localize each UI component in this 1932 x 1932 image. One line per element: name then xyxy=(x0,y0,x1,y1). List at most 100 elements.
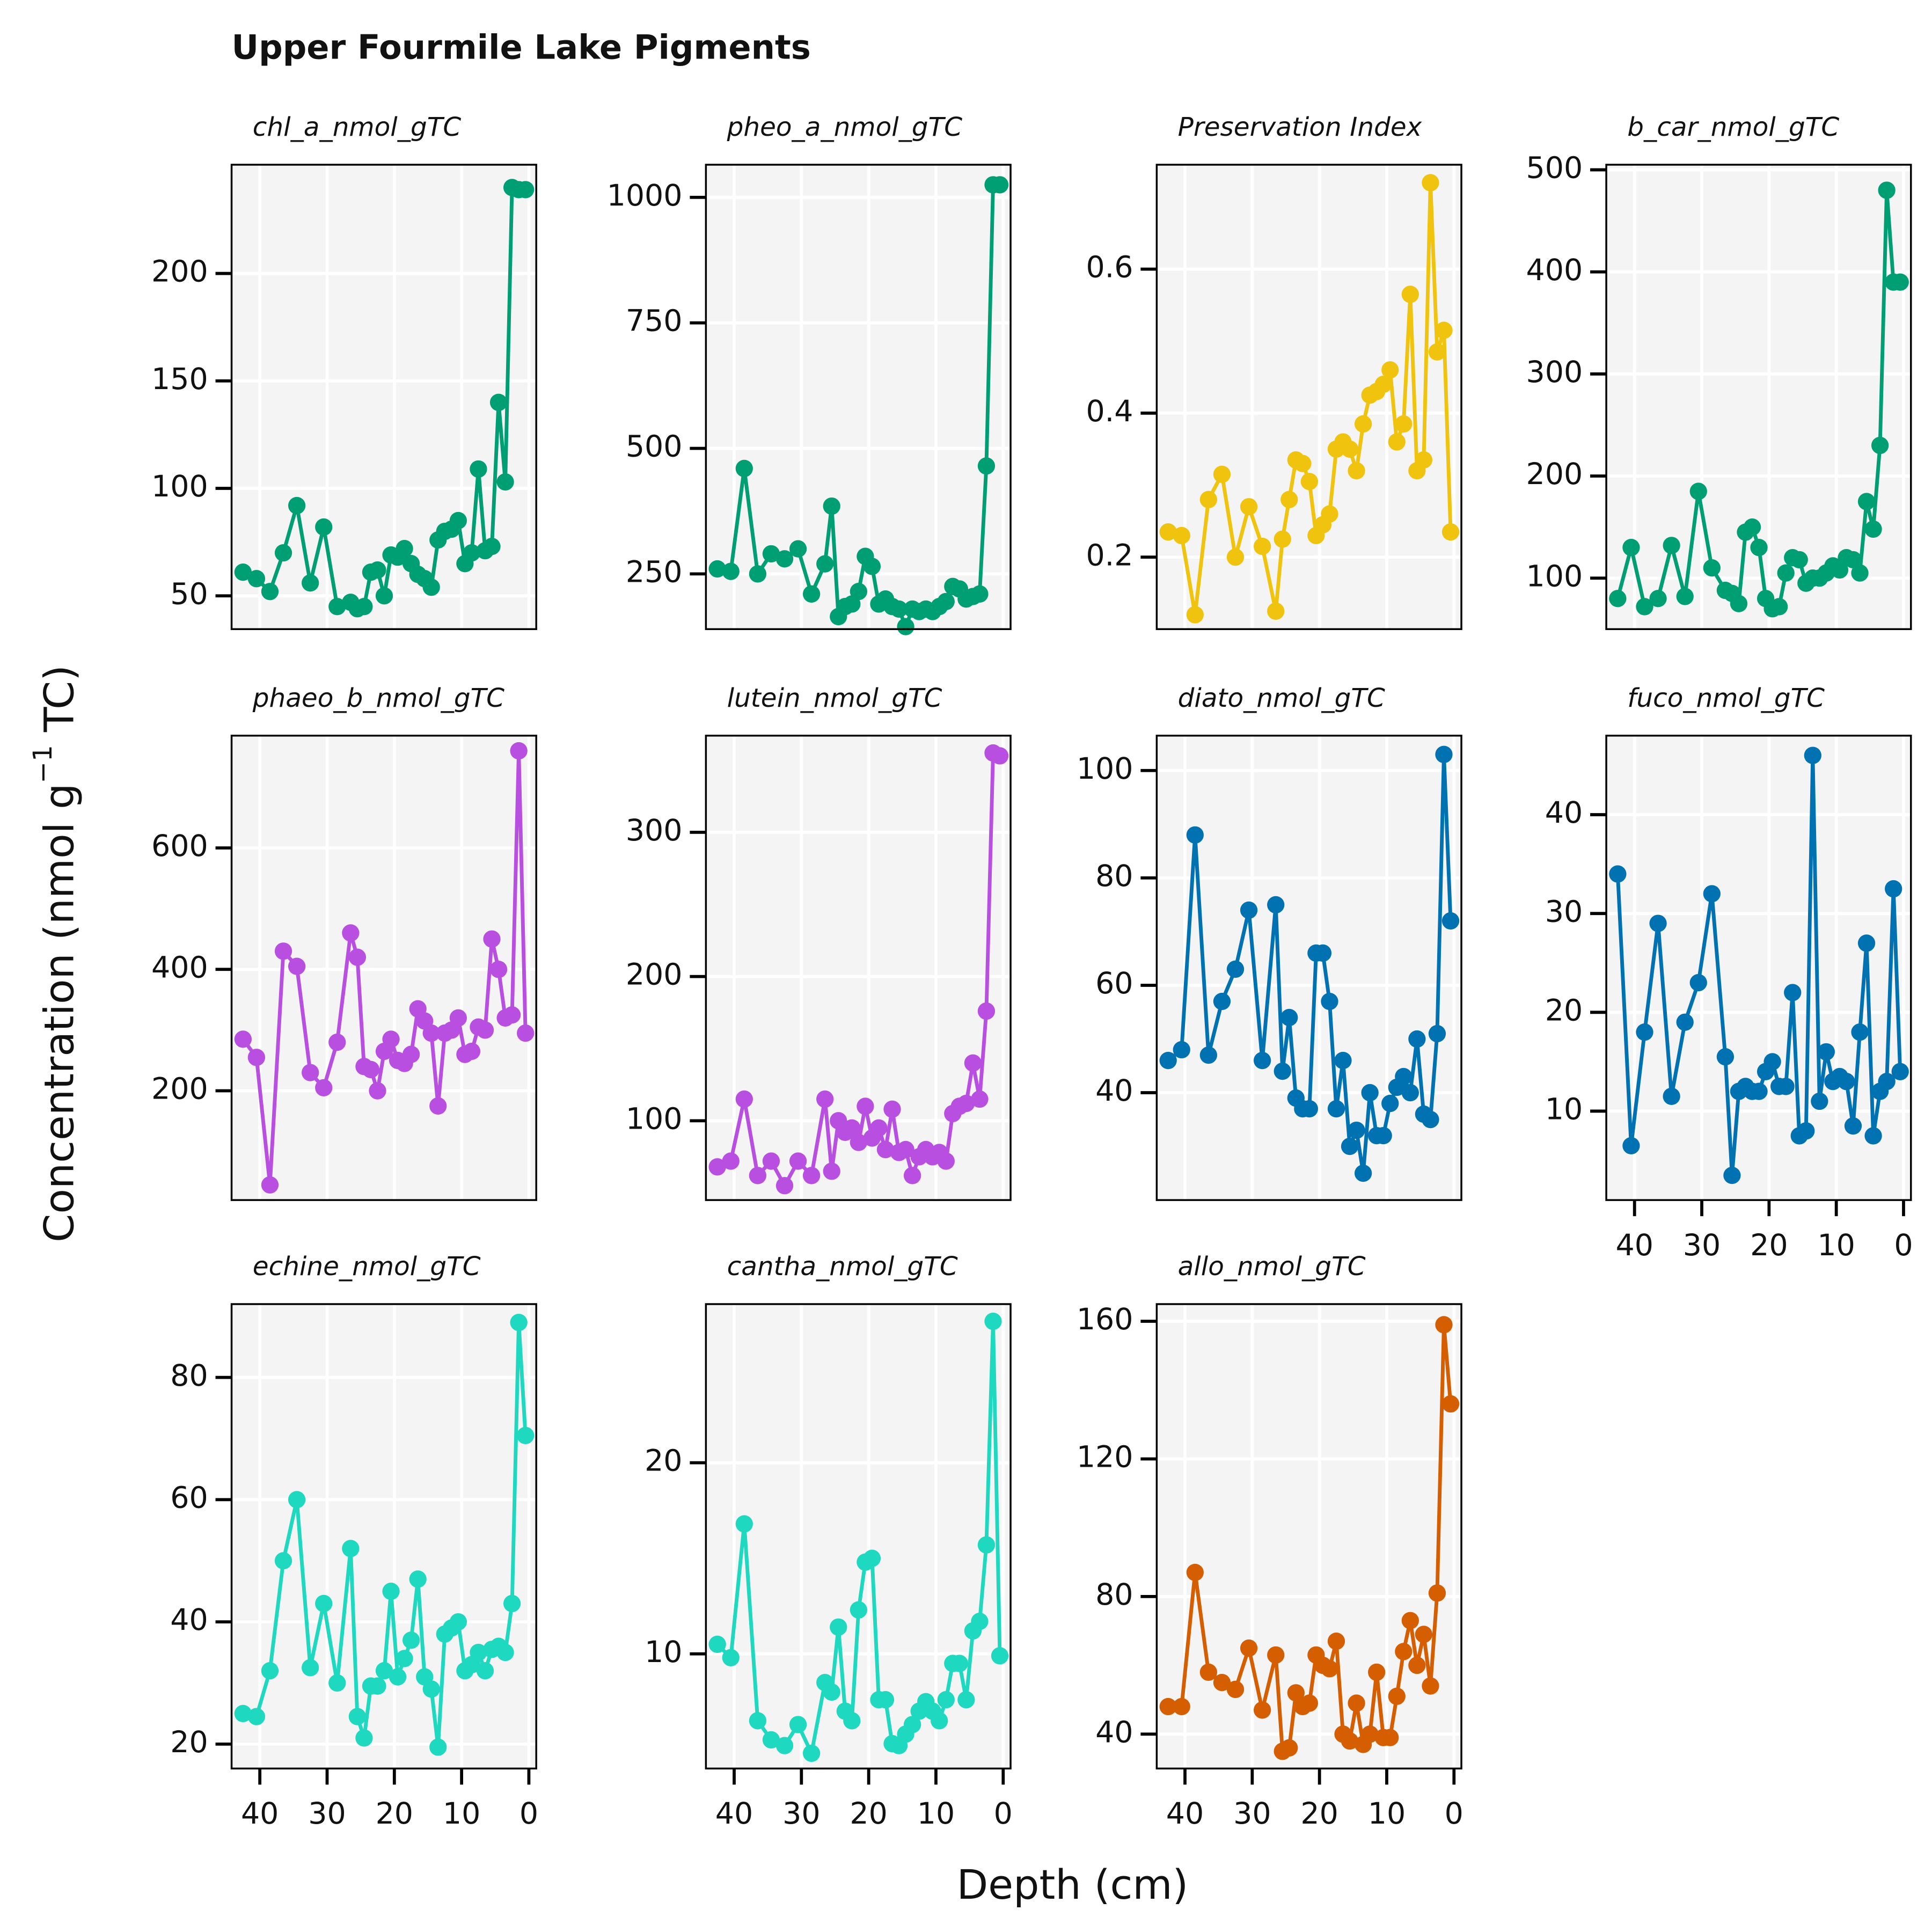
data-point xyxy=(1777,564,1795,582)
data-point xyxy=(463,1042,481,1060)
data-point xyxy=(503,1594,521,1613)
y-tick-label: 1000 xyxy=(607,179,683,213)
y-tick-label: 500 xyxy=(1526,151,1583,186)
panel-title: diato_nmol_gTC xyxy=(1178,683,1385,713)
data-point xyxy=(1253,537,1271,555)
data-point xyxy=(1864,520,1882,538)
data-point xyxy=(1790,551,1808,569)
data-point xyxy=(1226,548,1245,566)
x-axis-label: Depth (cm) xyxy=(957,1861,1189,1908)
data-point xyxy=(470,460,487,478)
data-point xyxy=(991,747,1009,765)
data-point xyxy=(708,560,726,578)
data-point xyxy=(1226,960,1245,978)
data-point xyxy=(876,1140,895,1159)
data-point xyxy=(1408,1656,1426,1674)
data-point xyxy=(1374,1126,1392,1145)
data-point xyxy=(1844,551,1862,569)
data-point xyxy=(1689,482,1707,500)
data-point xyxy=(1354,1164,1372,1182)
y-tick-label: 200 xyxy=(1526,457,1583,492)
data-point xyxy=(1811,1092,1828,1110)
data-point xyxy=(857,1097,874,1115)
data-point xyxy=(496,1643,514,1662)
data-point xyxy=(1703,559,1721,577)
panel-border xyxy=(1155,735,1462,1201)
data-point xyxy=(517,1426,535,1444)
x-tick-label: 30 xyxy=(1233,1797,1271,1831)
y-tick-label: 30 xyxy=(1545,895,1583,929)
y-tick-label: 40 xyxy=(1095,1715,1133,1750)
data-point xyxy=(1199,1663,1218,1681)
data-point xyxy=(1300,473,1319,491)
x-tick-label: 40 xyxy=(715,1797,753,1831)
data-point xyxy=(1253,1051,1271,1070)
data-point xyxy=(1361,1725,1379,1743)
data-point xyxy=(422,1680,440,1698)
data-point xyxy=(288,957,306,975)
data-point xyxy=(722,562,740,580)
data-point xyxy=(1770,598,1788,616)
data-point xyxy=(1663,1087,1680,1105)
data-point xyxy=(369,1082,386,1100)
data-point xyxy=(362,1060,380,1079)
data-point xyxy=(1885,880,1902,898)
panel-title: b_car_nmol_gTC xyxy=(1627,112,1839,142)
data-point xyxy=(1354,415,1372,433)
data-point xyxy=(883,1100,901,1118)
data-point xyxy=(476,1662,494,1680)
data-point xyxy=(429,1097,447,1115)
y-tick-label: 20 xyxy=(170,1725,208,1760)
data-point xyxy=(288,496,306,515)
data-point xyxy=(389,1668,407,1686)
y-tick-label: 500 xyxy=(626,430,683,464)
panel-title: allo_nmol_gTC xyxy=(1178,1252,1366,1282)
data-point xyxy=(735,1090,753,1108)
y-tick-label: 160 xyxy=(1077,1302,1133,1337)
y-tick-label: 80 xyxy=(1095,859,1133,894)
y-axis-label-part: TC) xyxy=(35,665,83,745)
data-point xyxy=(991,1647,1009,1665)
data-point xyxy=(247,1049,266,1066)
data-point xyxy=(348,948,367,966)
data-point xyxy=(1750,1082,1768,1100)
data-point xyxy=(1341,440,1359,458)
panel-border xyxy=(230,735,537,1201)
data-point xyxy=(1763,1053,1781,1071)
y-tick-label: 200 xyxy=(626,958,683,992)
data-point xyxy=(1381,1094,1399,1113)
data-point xyxy=(288,1491,306,1509)
chart-title: Upper Fourmile Lake Pigments xyxy=(232,27,811,67)
panel-border xyxy=(705,1303,1012,1770)
x-tick-label: 20 xyxy=(850,1797,887,1831)
data-point xyxy=(1267,896,1285,914)
data-point xyxy=(1891,273,1909,291)
data-point xyxy=(315,1594,333,1613)
data-point xyxy=(422,579,440,596)
panel-border xyxy=(1155,164,1462,631)
y-axis-label: Concentration (nmol g−1 TC) xyxy=(28,665,83,1242)
y-tick-label: 120 xyxy=(1077,1440,1133,1475)
y-tick-label: 40 xyxy=(1095,1074,1133,1108)
y-tick-label: 200 xyxy=(151,255,208,289)
panel-title: cantha_nmol_gTC xyxy=(727,1252,958,1282)
data-point xyxy=(476,1021,494,1039)
data-point xyxy=(1871,436,1889,455)
data-point xyxy=(850,582,868,601)
data-point xyxy=(1348,1694,1365,1712)
data-point xyxy=(843,1712,861,1730)
data-point xyxy=(971,1090,989,1108)
data-point xyxy=(802,1744,821,1762)
data-point xyxy=(429,1738,447,1756)
data-point xyxy=(375,1662,393,1680)
data-point xyxy=(1294,455,1312,472)
data-point xyxy=(1844,1117,1862,1135)
data-point xyxy=(903,1167,921,1184)
y-tick-label: 100 xyxy=(151,470,208,504)
data-point xyxy=(396,1650,413,1667)
panel-background xyxy=(1606,164,1911,630)
x-tick-label: 30 xyxy=(782,1797,820,1831)
data-point xyxy=(1374,375,1392,393)
data-point xyxy=(1186,1563,1204,1582)
